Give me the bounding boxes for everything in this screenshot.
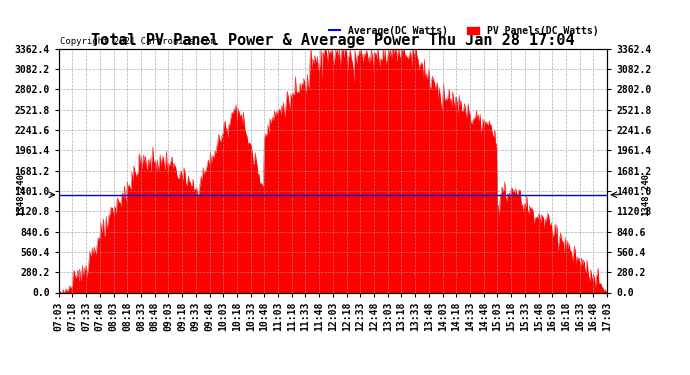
Legend: Average(DC Watts), PV Panels(DC Watts): Average(DC Watts), PV Panels(DC Watts) (325, 22, 602, 40)
Title: Total PV Panel Power & Average Power Thu Jan 28 17:04: Total PV Panel Power & Average Power Thu… (91, 33, 575, 48)
Text: 1348.240: 1348.240 (16, 173, 25, 216)
Text: Copyright 2021 Cartronics.com: Copyright 2021 Cartronics.com (60, 38, 215, 46)
Text: 1348.240: 1348.240 (641, 173, 650, 216)
